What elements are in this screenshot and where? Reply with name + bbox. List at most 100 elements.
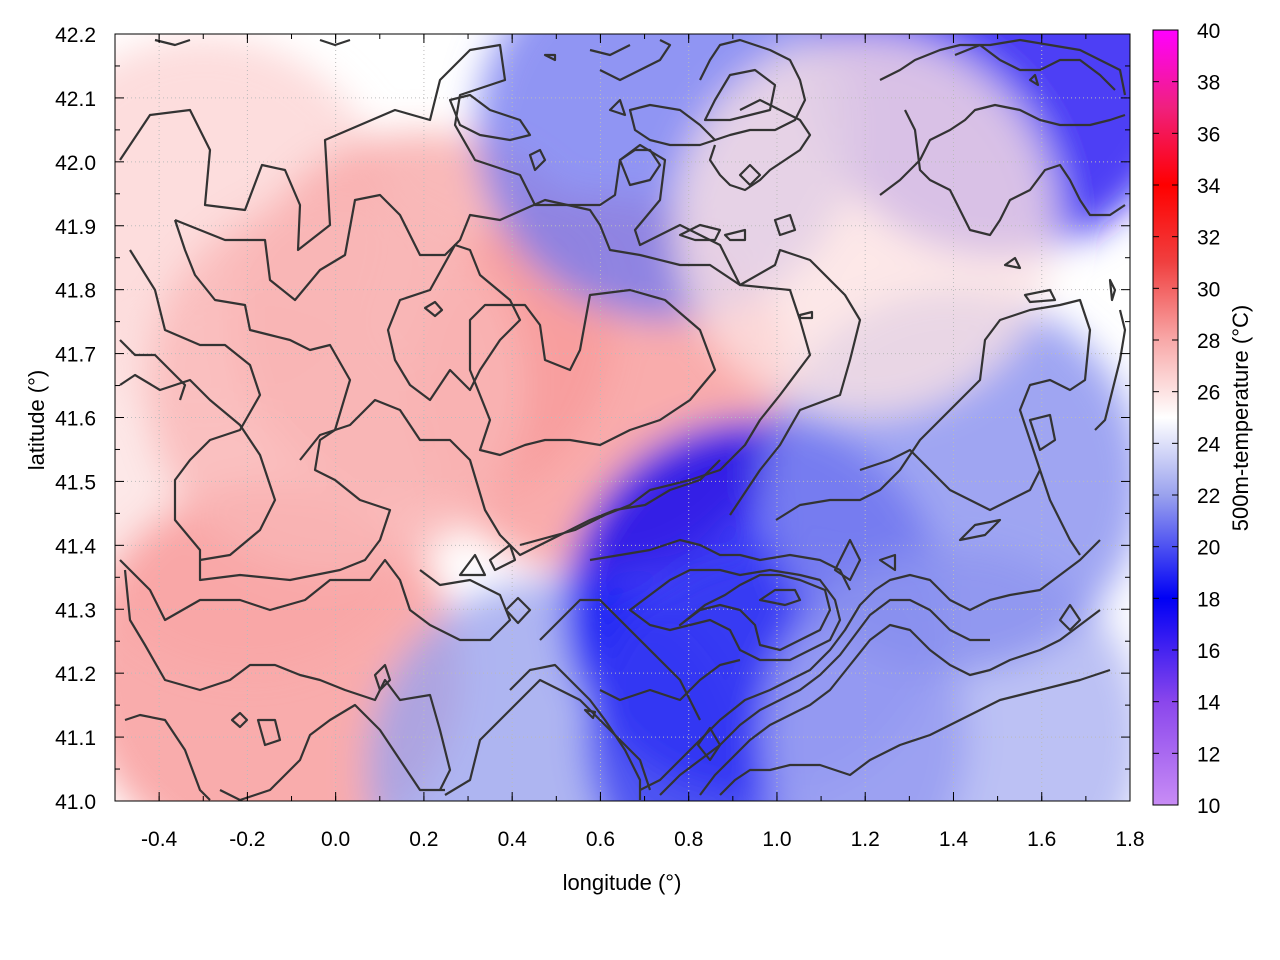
contour-line <box>723 228 747 242</box>
contour-line <box>608 98 627 117</box>
contour-line <box>879 103 1126 196</box>
contour-line <box>539 598 701 721</box>
contour-line <box>833 538 862 582</box>
contour-line <box>798 310 814 320</box>
contour-line <box>618 148 662 187</box>
contour-line <box>119 339 187 401</box>
colorbar-label: 500m-temperature (°C) <box>1228 305 1253 531</box>
colorbar-tick-label: 26 <box>1197 382 1220 405</box>
contour-line <box>219 703 445 801</box>
contour-line <box>699 609 1101 796</box>
colorbar-tick-label: 40 <box>1197 20 1220 43</box>
colorbar-tick-label: 16 <box>1197 640 1220 663</box>
y-tick-label: 41.5 <box>55 471 96 494</box>
colorbar-tick-label: 38 <box>1197 72 1220 95</box>
contour-line <box>423 300 444 318</box>
contour-line <box>708 98 812 192</box>
colorbar-tick-label: 28 <box>1197 330 1220 353</box>
y-tick-label: 41.0 <box>55 791 96 814</box>
colorbar-tick-label: 10 <box>1197 795 1220 818</box>
x-tick-label: 1.6 <box>1027 828 1056 851</box>
contour-line <box>1023 288 1057 304</box>
contour-line <box>628 103 717 147</box>
x-tick-label: 0.2 <box>409 828 438 851</box>
colorbar-tick-label: 36 <box>1197 123 1220 146</box>
contour-line <box>1094 309 1127 431</box>
x-tick-label: 1.2 <box>851 828 880 851</box>
colorbar: 10 12 14 16 18 20 22 24 26 28 30 32 34 36 38 40 500m-te… <box>1152 20 1253 818</box>
contour-line <box>299 398 721 557</box>
contour-line <box>119 558 512 642</box>
y-tick-label: 42.1 <box>55 88 96 111</box>
contour-line <box>119 373 277 562</box>
y-tick-label: 41.8 <box>55 280 96 303</box>
y-tick-label: 41.7 <box>55 344 96 367</box>
x-tick-label: 1.4 <box>939 828 969 851</box>
contour-line <box>878 553 897 572</box>
contour-line <box>468 288 717 457</box>
colorbar-tick-label: 22 <box>1197 485 1220 508</box>
contour-line <box>599 39 672 82</box>
contour-line <box>448 93 532 142</box>
contour-line <box>256 718 282 747</box>
contour-line <box>599 658 741 702</box>
x-tick-label: 0.0 <box>321 828 350 851</box>
contour-line <box>386 243 522 402</box>
colorbar-tick-label: 12 <box>1197 743 1220 766</box>
contour-line <box>504 596 532 625</box>
contour-line <box>659 598 990 796</box>
contour-line <box>1028 73 1040 87</box>
contour-line <box>1028 413 1057 452</box>
colorbar-tick-label: 18 <box>1197 588 1220 611</box>
contour-line <box>583 708 597 720</box>
y-tick-label: 41.1 <box>55 727 96 750</box>
contour-line <box>859 448 1041 512</box>
contour-line <box>124 713 211 801</box>
contour-line <box>174 193 812 547</box>
colorbar-tick-label: 30 <box>1197 278 1220 301</box>
contour-line <box>904 109 1126 237</box>
y-tick-label: 41.6 <box>55 408 96 431</box>
heatmap-field <box>115 34 1130 801</box>
contour-line <box>639 539 1101 791</box>
contour-line <box>1108 278 1117 302</box>
x-tick-label: 1.0 <box>762 828 791 851</box>
y-tick-label: 42.2 <box>55 24 96 47</box>
contour-line <box>230 711 249 729</box>
colorbar-tick-label: 34 <box>1197 175 1221 198</box>
contour-line <box>954 43 1116 91</box>
contour-line <box>703 68 777 122</box>
y-tick-label: 42.0 <box>55 152 96 175</box>
contour-line <box>678 223 722 242</box>
contour-line <box>773 213 797 237</box>
x-tick-label: 0.6 <box>586 828 615 851</box>
contour-line <box>319 38 351 47</box>
x-tick-label: 0.8 <box>674 828 703 851</box>
y-tick-label: 41.3 <box>55 599 96 622</box>
y-tick-label: 41.2 <box>55 663 96 686</box>
contour-line <box>154 38 191 47</box>
colorbar-tick-label: 20 <box>1197 537 1220 560</box>
x-tick-label: 1.8 <box>1115 828 1144 851</box>
contour-line <box>958 518 1002 542</box>
y-tick-label: 41.4 <box>55 535 96 558</box>
x-tick-label: 0.4 <box>498 828 528 851</box>
colorbar-ticks: 10 12 14 16 18 20 22 24 26 28 30 32 34 36 38 40 <box>1153 20 1221 818</box>
contour-line <box>488 543 517 572</box>
colorbar-tick-label: 24 <box>1197 433 1221 456</box>
contour-line <box>1003 256 1022 270</box>
contour-line <box>699 38 807 142</box>
contour-line <box>1058 603 1082 632</box>
contour-line <box>129 219 392 582</box>
y-axis-label: latitude (°) <box>24 370 49 471</box>
y-axis-ticks: 41.0 41.1 41.2 41.3 41.4 41.5 41.6 41.7 41.8 41.9… <box>55 24 1130 814</box>
contour-line <box>696 726 722 762</box>
contour-lines <box>119 38 1127 801</box>
y-tick-label: 41.9 <box>55 216 96 239</box>
x-tick-label: -0.2 <box>229 828 265 851</box>
contour-line <box>509 663 642 800</box>
x-tick-label: -0.4 <box>141 828 178 851</box>
colorbar-gradient <box>1152 29 1179 806</box>
contour-line <box>719 668 1111 796</box>
